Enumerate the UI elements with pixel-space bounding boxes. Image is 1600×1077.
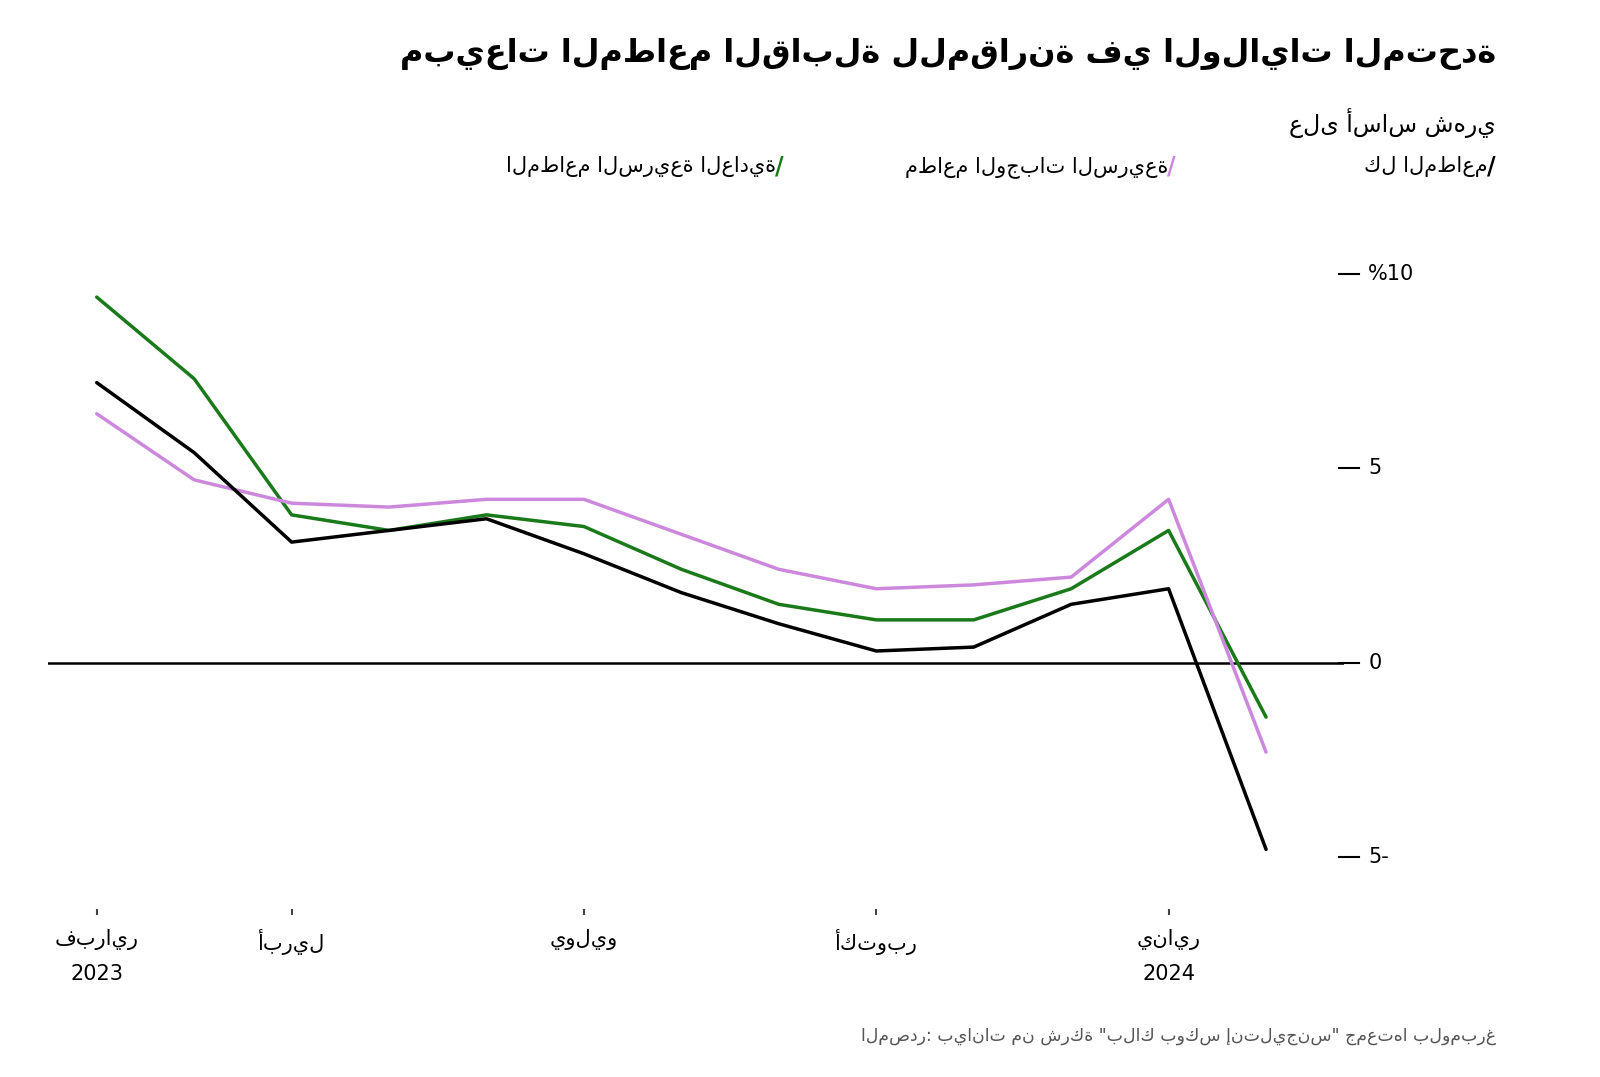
- Text: 5: 5: [1368, 458, 1382, 478]
- Text: /: /: [776, 155, 784, 179]
- Text: 0: 0: [1368, 653, 1382, 673]
- Text: يناير: يناير: [1136, 929, 1200, 950]
- Text: المطاعم السريعة العادية: المطاعم السريعة العادية: [506, 156, 776, 178]
- Text: 5-: 5-: [1368, 848, 1389, 867]
- Text: يوليو: يوليو: [550, 929, 618, 950]
- Text: /: /: [1168, 155, 1176, 179]
- Text: 2023: 2023: [70, 964, 123, 984]
- Text: كل المطاعم: كل المطاعم: [1365, 156, 1488, 178]
- Text: 2024: 2024: [1142, 964, 1195, 984]
- Text: على أساس شهري: على أساس شهري: [1290, 108, 1496, 138]
- Text: فبراير: فبراير: [54, 929, 139, 950]
- Text: %10: %10: [1368, 264, 1414, 283]
- Text: مطاعم الوجبات السريعة: مطاعم الوجبات السريعة: [904, 156, 1168, 178]
- Text: المصدر: بيانات من شركة "بلاك بوكس إنتليجنس" جمعتها بلومبرغ: المصدر: بيانات من شركة "بلاك بوكس إنتليج…: [861, 1026, 1496, 1045]
- Text: مبيعات المطاعم القابلة للمقارنة في الولايات المتحدة: مبيعات المطاعم القابلة للمقارنة في الولا…: [400, 38, 1496, 70]
- Text: أبريل: أبريل: [258, 929, 325, 955]
- Text: /: /: [1488, 155, 1496, 179]
- Text: أكتوبر: أكتوبر: [835, 929, 918, 955]
